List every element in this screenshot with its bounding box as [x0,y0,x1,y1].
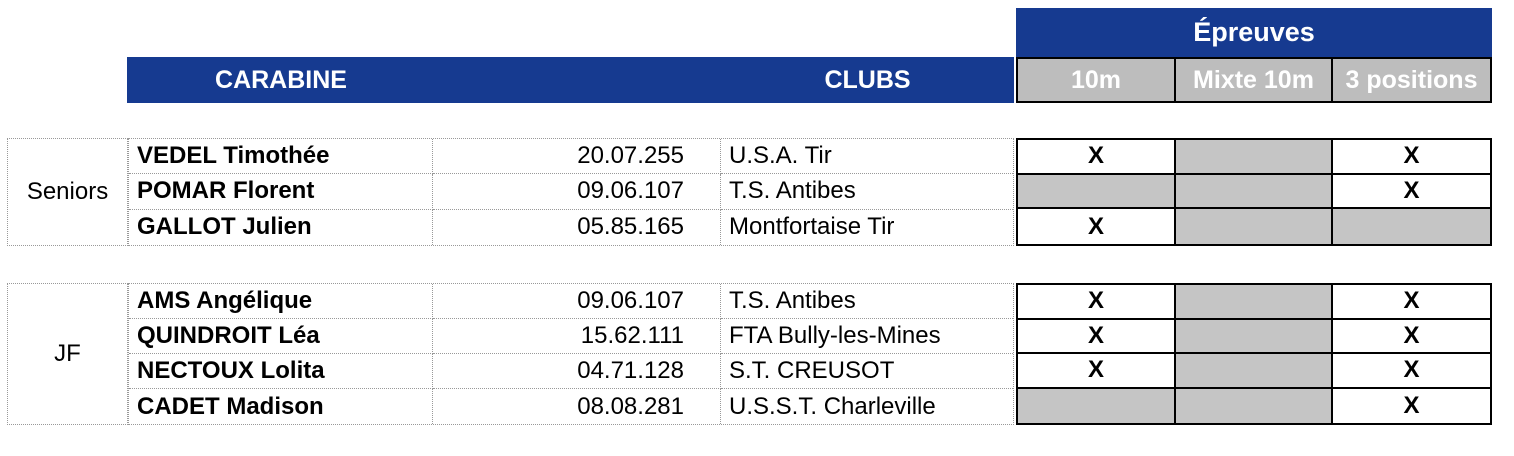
member-club-cell: FTA Bully-les-Mines [721,319,1013,354]
group-cell: JF [7,283,128,425]
event-mark-cell: X [1333,354,1490,389]
event-mark-cell: X [1333,140,1490,175]
member-club-cell: U.S.S.T. Charleville [729,392,936,420]
member-license-cell: 20.07.255 [433,139,721,175]
event-empty-cell [1176,285,1333,320]
event-mark-cell: X [1333,175,1490,210]
member-license-cell: 08.08.281 [433,389,721,424]
group-cell: Seniors [7,138,128,246]
event-mark-cell: X [1018,319,1176,354]
member-license-cell: 15.62.111 [433,319,721,354]
event-column-header-mixte-10m: Mixte 10m [1176,59,1333,101]
member-license-cell: 09.06.107 [433,284,721,319]
event-empty-cell [1176,140,1333,175]
event-column-header-10m: 10m [1018,59,1176,101]
event-empty-cell [1018,388,1176,423]
roster-grid: AMS Angélique 09.06.107 T.S. Antibes QUINDR… [128,283,1014,425]
event-mark-cell: X [1018,285,1176,320]
member-license-cell: 09.06.107 [433,174,721,210]
member-name-cell: POMAR Florent [129,174,433,210]
member-name-cell: AMS Angélique [129,284,433,319]
member-name-cell: GALLOT Julien [129,209,433,245]
epreuves-header-label: Épreuves [1193,17,1315,47]
member-club-cell: T.S. Antibes [721,284,1013,319]
event-mark-cell: X [1018,140,1176,175]
member-name-cell: VEDEL Timothée [129,139,433,175]
event-column-headers: 10m Mixte 10m 3 positions [1016,57,1492,103]
event-empty-cell [1176,174,1333,210]
member-club-cell: S.T. CREUSOT [721,354,1013,389]
roster-grid: VEDEL Timothée 20.07.255 U.S.A. Tir POMAR F… [128,138,1014,246]
member-name-cell: NECTOUX Lolita [129,354,433,389]
event-empty-cell [1176,388,1333,423]
member-license-cell: 04.71.128 [433,354,721,389]
event-mark-cell: X [1018,354,1176,389]
carabine-header-label: CARABINE [215,65,347,94]
event-empty-cell [1333,209,1490,244]
event-empty-cell [1176,319,1333,354]
member-name-cell: CADET Madison [129,389,433,424]
event-mark-cell: X [1333,320,1490,354]
event-empty-cell [1176,354,1333,389]
epreuves-header: Épreuves [1016,8,1492,57]
event-mark-cell: X [1333,285,1490,320]
member-license-cell: 05.85.165 [433,209,721,245]
carabine-clubs-header: CARABINE CLUBS [127,57,1014,103]
event-mark-cell: X [1403,391,1420,419]
event-empty-cell [1176,209,1333,244]
member-club-cell: Montfortaise Tir [729,213,895,241]
member-club-cell: T.S. Antibes [721,174,1013,210]
clubs-header-label: CLUBS [824,65,911,94]
event-column-header-3-positions: 3 positions [1345,65,1478,94]
member-name-cell: QUINDROIT Léa [129,319,433,354]
event-empty-cell [1018,174,1176,210]
event-mark-cell: X [1018,209,1176,244]
member-club-cell: U.S.A. Tir [721,139,1013,175]
